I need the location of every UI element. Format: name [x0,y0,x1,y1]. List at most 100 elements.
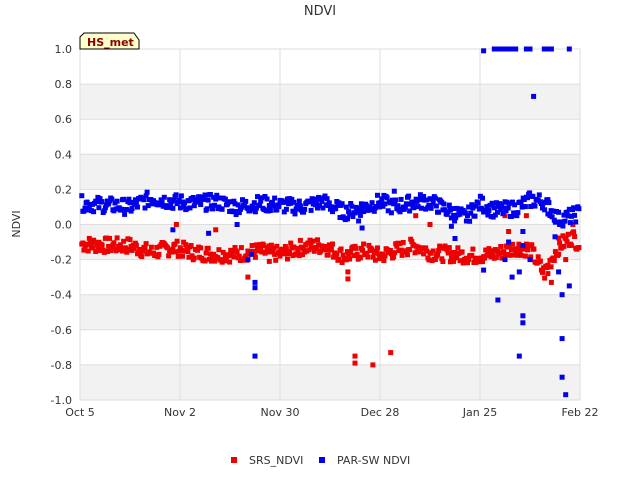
data-point [397,241,403,247]
data-point [492,212,498,218]
data-point [357,255,363,261]
data-point [324,196,330,202]
data-point [290,208,296,214]
data-point [132,197,138,203]
data-point [287,249,293,255]
data-point [165,245,170,251]
data-point [405,252,410,258]
x-tick-label: Dec 28 [361,406,400,419]
data-point [395,203,401,209]
data-point [540,269,545,275]
data-point [377,204,383,210]
outlier-point [552,234,558,240]
data-point [187,205,193,211]
data-point [378,199,384,205]
data-point [236,210,242,216]
data-point [382,253,388,259]
data-point [252,254,258,260]
data-point [387,248,393,253]
data-point [171,197,177,203]
data-point [518,252,524,258]
data-point [376,251,382,257]
data-point [328,246,334,252]
data-point [330,241,335,247]
outlier-point [520,313,526,319]
data-point [394,243,400,249]
data-point [114,198,120,204]
data-point [301,246,307,252]
data-point [451,258,457,264]
data-point [117,242,123,248]
data-point [85,248,91,254]
data-point [409,239,415,245]
data-point [391,254,397,260]
outlier-point [206,230,212,236]
data-point [173,192,179,198]
data-point [529,242,535,248]
data-point [235,202,241,208]
data-point [177,205,183,211]
data-point [400,240,406,245]
data-point [156,251,162,257]
outlier-point [527,46,533,52]
data-point [178,247,184,253]
data-point [203,250,209,256]
data-point [519,204,525,210]
data-point [307,199,313,205]
data-point [465,213,470,219]
data-point [466,257,472,263]
data-point [441,201,447,207]
outlier-point [527,257,533,263]
data-point [503,208,509,214]
data-point [392,250,398,256]
data-point [550,208,556,214]
data-point [226,253,232,259]
data-point [297,203,303,209]
data-point [323,247,329,253]
data-point [502,252,508,258]
outlier-point [481,48,487,54]
data-point [496,204,502,210]
data-point [345,216,350,222]
data-point [421,194,427,199]
data-point [360,247,365,253]
data-point [447,259,453,265]
data-point [493,200,499,206]
data-point [556,235,562,241]
data-point [375,245,380,251]
data-point [438,245,444,250]
data-point [499,201,505,207]
outlier-point [427,222,433,227]
data-point [384,195,390,201]
data-point [255,194,260,200]
data-point [313,199,319,205]
data-point [166,253,172,259]
data-point [236,253,242,259]
data-point [204,206,210,212]
data-point [402,204,408,210]
outlier-point [559,336,565,342]
data-point [139,254,145,260]
data-point [537,258,543,264]
data-point [309,245,315,251]
data-point [536,192,542,198]
data-point [390,197,395,203]
data-point [84,199,90,205]
outlier-point [559,374,565,380]
data-point [251,200,257,206]
data-point [172,241,178,247]
data-point [348,201,354,206]
data-point [186,254,192,260]
x-tick-label: Jan 25 [462,406,497,419]
data-point [446,245,452,251]
outlier-point [173,222,179,227]
data-point [463,218,469,224]
data-point [573,219,579,225]
data-point [218,257,224,263]
data-point [270,199,275,205]
data-point [361,241,367,247]
data-point [210,255,215,261]
data-point [549,214,555,220]
data-point [140,248,146,254]
